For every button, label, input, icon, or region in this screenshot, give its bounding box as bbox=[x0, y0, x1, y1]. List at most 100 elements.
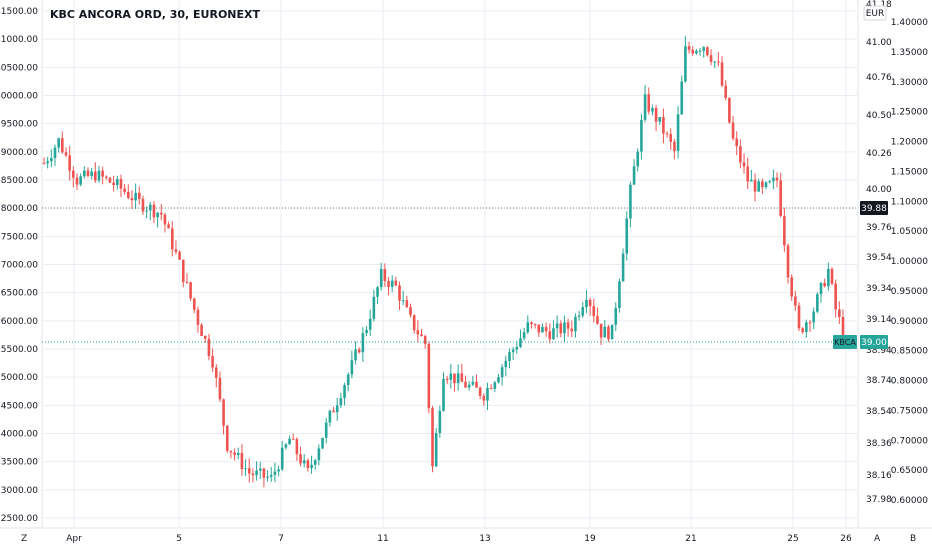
candle bbox=[321, 437, 324, 450]
candle-series bbox=[42, 36, 845, 488]
left-tick-label: 39500.00 bbox=[0, 120, 38, 130]
symbol-tag: KBCA bbox=[833, 335, 857, 349]
candle bbox=[805, 319, 808, 338]
candle bbox=[398, 281, 401, 311]
candle bbox=[750, 169, 753, 182]
ratio-tick-label: 1.35000 bbox=[891, 48, 928, 58]
candle bbox=[753, 173, 757, 202]
candle bbox=[599, 323, 603, 346]
candle bbox=[101, 166, 104, 185]
candle bbox=[361, 327, 365, 363]
candle bbox=[72, 166, 75, 188]
candle bbox=[797, 302, 801, 332]
right-price-axis[interactable]: 41.18 41.00 40.76 40.50 40.26 40.00 39.76 39.54… bbox=[866, 0, 892, 505]
right-ratio-axis[interactable]: 1.40000 1.35000 1.30000 1.25000 1.20000 1.150… bbox=[891, 18, 928, 506]
price-tick-label: 38.94 bbox=[866, 346, 892, 356]
candle bbox=[295, 437, 299, 461]
left-tick-label: 41000.00 bbox=[0, 35, 38, 45]
candle bbox=[717, 51, 720, 67]
left-tick-label: 36500.00 bbox=[0, 289, 38, 299]
time-tick-label: 13 bbox=[479, 534, 490, 544]
candle bbox=[761, 178, 764, 194]
candle bbox=[97, 165, 101, 183]
candle bbox=[105, 175, 108, 181]
left-price-axis[interactable]: 41500.00 41000.00 40500.00 40000.00 39500.00… bbox=[0, 7, 38, 524]
candle bbox=[181, 259, 185, 288]
candle bbox=[838, 301, 841, 324]
candle bbox=[438, 405, 442, 438]
candle bbox=[702, 46, 706, 58]
left-tick-label: 35000.00 bbox=[0, 373, 38, 383]
candle bbox=[500, 364, 504, 386]
candle bbox=[574, 313, 577, 338]
candle bbox=[302, 454, 306, 468]
ratio-tick-label: 1.05000 bbox=[891, 227, 928, 237]
bottom-left-toggle[interactable]: Z bbox=[21, 534, 27, 544]
candle bbox=[57, 137, 60, 153]
candle bbox=[786, 243, 790, 284]
chart-title: KBC ANCORA ORD, 30, EURONEXT bbox=[50, 8, 261, 21]
candle bbox=[541, 323, 544, 333]
left-tick-label: 32500.00 bbox=[0, 514, 38, 524]
ratio-tick-label: 0.70000 bbox=[891, 436, 928, 446]
candle bbox=[218, 371, 222, 403]
candle bbox=[610, 324, 614, 340]
candle bbox=[310, 455, 313, 474]
ratio-tick-label: 1.15000 bbox=[891, 167, 928, 177]
time-tick-label: 21 bbox=[685, 534, 696, 544]
left-tick-label: 33500.00 bbox=[0, 458, 38, 468]
candle bbox=[123, 184, 126, 195]
candle bbox=[706, 46, 709, 57]
candle bbox=[603, 320, 607, 338]
candle bbox=[266, 470, 269, 482]
candle bbox=[783, 207, 786, 253]
candle bbox=[687, 41, 691, 54]
auto-scale-toggle[interactable]: A bbox=[874, 534, 881, 544]
candle bbox=[332, 406, 335, 413]
candle bbox=[794, 290, 797, 311]
candle bbox=[731, 115, 735, 141]
candle bbox=[790, 274, 793, 301]
candle bbox=[387, 277, 390, 296]
currency-badge[interactable]: EUR bbox=[863, 5, 887, 21]
candle bbox=[827, 262, 830, 291]
candle bbox=[526, 315, 530, 335]
candle bbox=[394, 276, 398, 287]
candle bbox=[420, 328, 423, 337]
ratio-tick-label: 0.60000 bbox=[891, 496, 928, 506]
candle bbox=[742, 153, 746, 174]
candle bbox=[75, 173, 79, 191]
candle bbox=[431, 405, 434, 473]
candle bbox=[779, 172, 782, 218]
left-tick-label: 40500.00 bbox=[0, 63, 38, 73]
left-tick-label: 38000.00 bbox=[0, 204, 38, 214]
ratio-tick-label: 0.75000 bbox=[891, 406, 928, 416]
candle bbox=[537, 324, 541, 338]
left-tick-label: 35500.00 bbox=[0, 345, 38, 355]
candle bbox=[61, 131, 64, 154]
candle bbox=[724, 80, 728, 101]
bottom-right-toggles[interactable]: A B bbox=[874, 534, 916, 544]
candle bbox=[185, 273, 189, 284]
candle bbox=[159, 203, 163, 221]
candle bbox=[42, 157, 46, 165]
candle bbox=[306, 458, 310, 472]
price-tick-label: 38.16 bbox=[866, 471, 892, 481]
time-axis[interactable]: Apr 5 7 11 13 19 21 25 26 bbox=[66, 534, 852, 544]
candle bbox=[515, 340, 519, 354]
candle bbox=[585, 290, 588, 314]
candle bbox=[720, 55, 724, 88]
candle bbox=[669, 128, 673, 151]
candle bbox=[416, 320, 420, 343]
ratio-tick-label: 0.80000 bbox=[891, 377, 928, 387]
log-scale-toggle[interactable]: B bbox=[910, 534, 916, 544]
candle bbox=[819, 282, 823, 303]
candle bbox=[163, 213, 167, 233]
candle bbox=[592, 298, 596, 323]
candle bbox=[482, 393, 486, 406]
candle bbox=[134, 183, 137, 209]
candle bbox=[775, 172, 779, 188]
candle bbox=[222, 398, 225, 435]
candle bbox=[486, 382, 489, 411]
